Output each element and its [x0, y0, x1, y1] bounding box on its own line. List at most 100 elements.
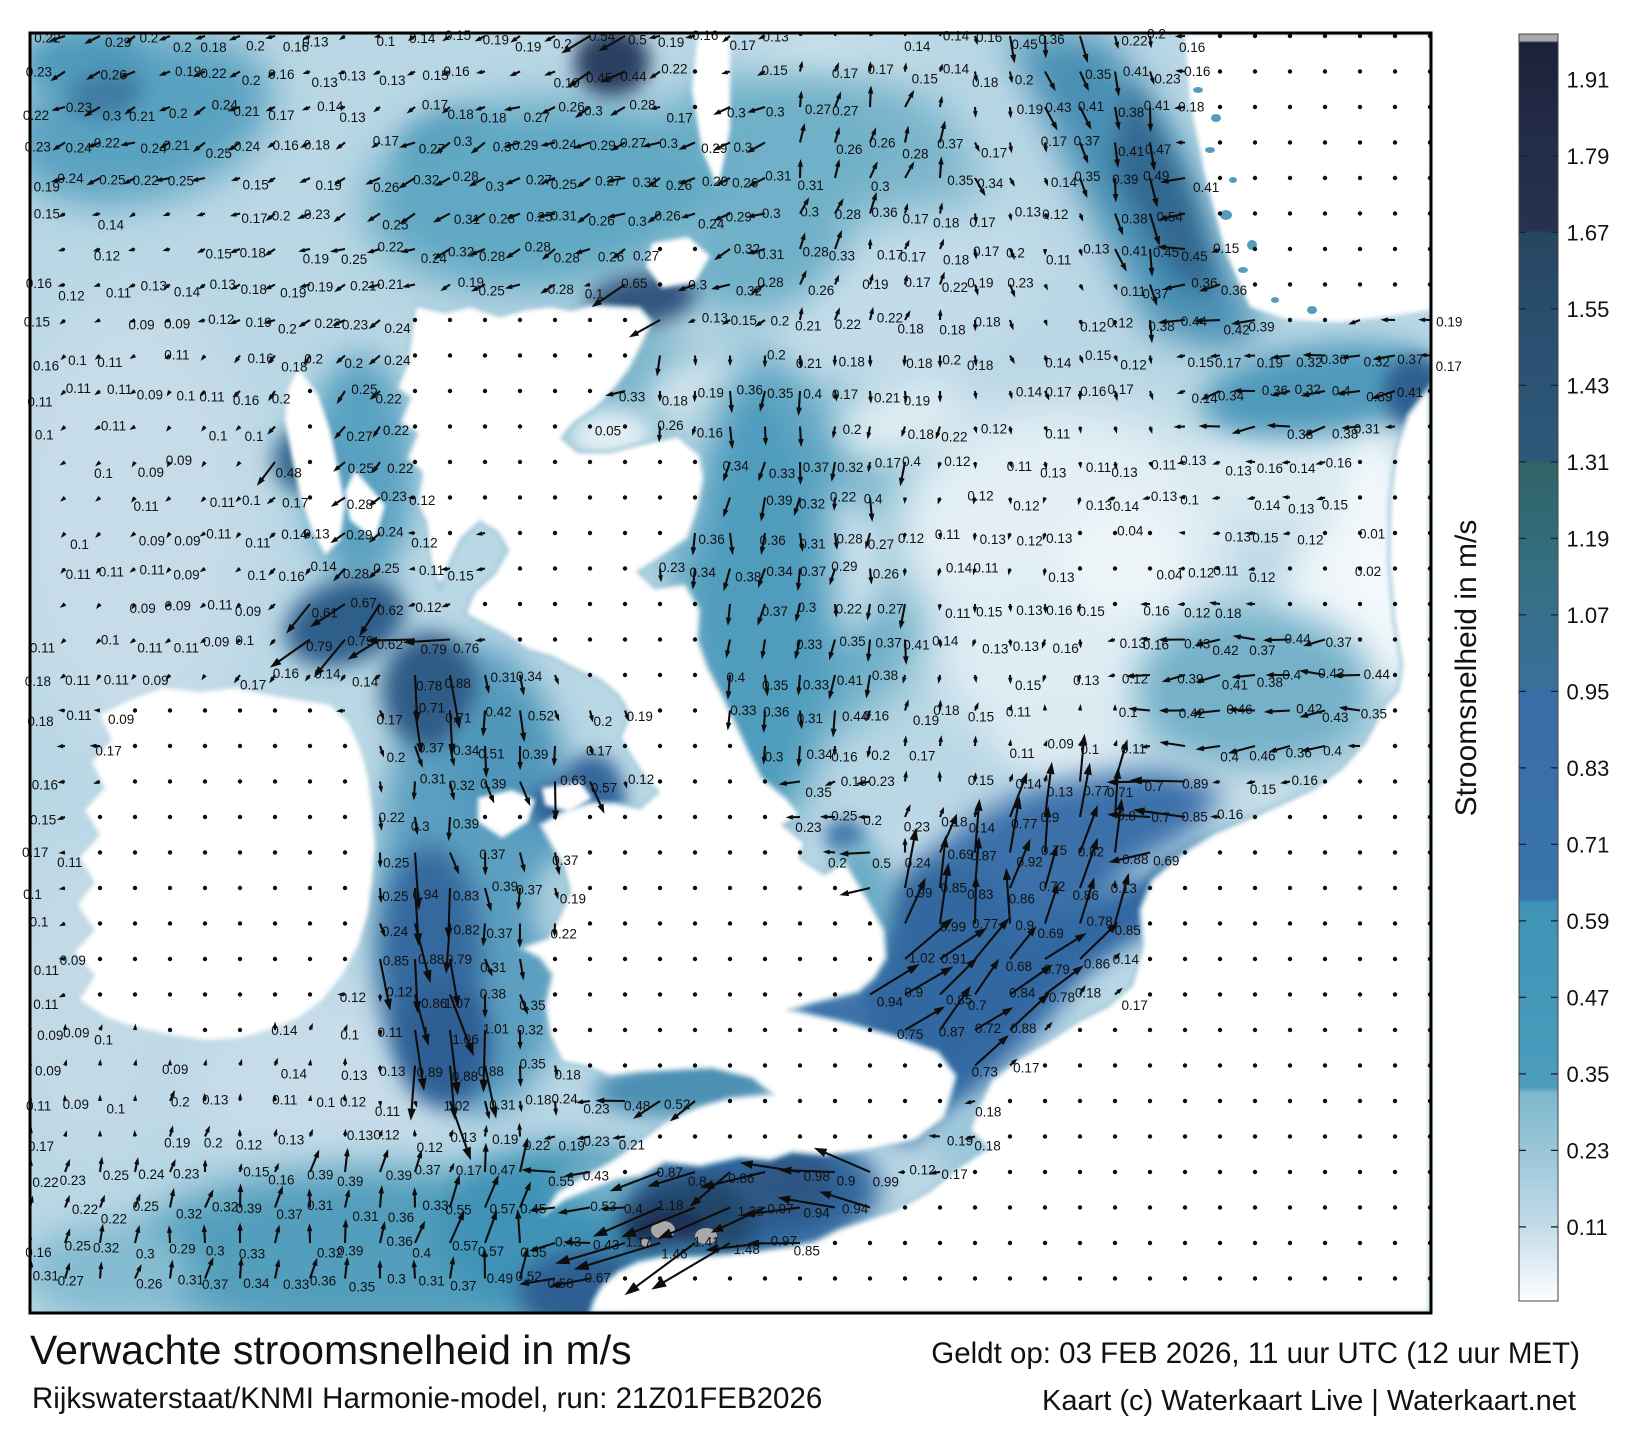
svg-text:0.09: 0.09: [173, 568, 199, 583]
svg-text:0.19: 0.19: [658, 35, 684, 50]
svg-text:0.11: 0.11: [34, 963, 59, 978]
svg-text:0.12: 0.12: [981, 422, 1007, 437]
svg-text:0.7: 0.7: [968, 998, 987, 1013]
svg-text:0.22: 0.22: [23, 108, 49, 123]
svg-text:0.42: 0.42: [485, 705, 511, 720]
svg-text:0.8: 0.8: [688, 1174, 707, 1189]
svg-text:0.26: 0.26: [732, 175, 758, 190]
svg-text:0.44: 0.44: [842, 709, 869, 724]
svg-text:0.13: 0.13: [1048, 570, 1074, 585]
svg-text:0.1: 0.1: [35, 427, 54, 442]
svg-text:0.79: 0.79: [347, 633, 373, 648]
svg-text:0.11: 0.11: [57, 855, 82, 870]
svg-text:0.4: 0.4: [1220, 750, 1239, 765]
svg-text:0.27: 0.27: [346, 429, 372, 444]
svg-text:0.25: 0.25: [133, 1199, 159, 1214]
svg-text:0.37: 0.37: [202, 1277, 228, 1292]
svg-text:0.22: 0.22: [376, 392, 402, 407]
svg-text:0.13: 0.13: [303, 526, 329, 541]
svg-text:0.12: 0.12: [967, 488, 993, 503]
svg-text:0.94: 0.94: [842, 1202, 869, 1217]
svg-text:0.41: 0.41: [1222, 677, 1248, 692]
svg-text:0.29: 0.29: [702, 174, 728, 189]
svg-text:0.55: 0.55: [520, 1245, 546, 1260]
svg-text:0.13: 0.13: [311, 75, 337, 90]
svg-text:0.1: 0.1: [176, 388, 195, 403]
svg-text:0.3: 0.3: [387, 1272, 406, 1287]
svg-text:0.28: 0.28: [452, 169, 478, 184]
svg-text:0.37: 0.37: [552, 853, 578, 868]
svg-text:0.19: 0.19: [559, 1139, 585, 1154]
svg-text:0.26: 0.26: [657, 418, 683, 433]
svg-text:0.37: 0.37: [450, 1278, 476, 1293]
svg-text:0.09: 0.09: [174, 534, 200, 549]
svg-text:0.39: 0.39: [1366, 390, 1392, 405]
svg-text:0.11: 0.11: [30, 641, 55, 656]
svg-text:0.14: 0.14: [317, 99, 344, 114]
svg-text:0.26: 0.26: [873, 566, 899, 581]
svg-text:0.17: 0.17: [832, 387, 858, 402]
svg-text:0.09: 0.09: [130, 601, 156, 616]
svg-text:0.33: 0.33: [829, 249, 855, 264]
svg-text:0.25: 0.25: [478, 283, 504, 298]
svg-text:0.15: 0.15: [1213, 241, 1239, 256]
svg-text:0.11: 0.11: [33, 997, 58, 1012]
svg-text:0.37: 0.37: [937, 136, 963, 151]
svg-text:0.3: 0.3: [797, 600, 816, 615]
svg-text:0.14: 0.14: [1051, 175, 1078, 190]
svg-text:0.12: 0.12: [1107, 316, 1133, 331]
svg-text:0.19: 0.19: [1017, 102, 1043, 117]
svg-text:0.57: 0.57: [591, 780, 617, 795]
svg-text:0.1: 0.1: [1081, 742, 1100, 757]
svg-text:0.16: 0.16: [1292, 773, 1318, 788]
svg-text:0.58: 0.58: [548, 1276, 574, 1291]
svg-text:0.1: 0.1: [247, 568, 266, 583]
svg-text:0.23: 0.23: [381, 489, 407, 504]
svg-text:0.43: 0.43: [1184, 637, 1210, 652]
svg-text:0.12: 0.12: [909, 1162, 935, 1177]
svg-text:0.18: 0.18: [1075, 986, 1101, 1001]
svg-text:0.1: 0.1: [340, 1027, 359, 1042]
svg-text:0.23: 0.23: [342, 318, 368, 333]
svg-text:0.35: 0.35: [1085, 67, 1111, 82]
svg-text:0.11: 0.11: [1010, 746, 1035, 761]
svg-text:0.18: 0.18: [200, 40, 226, 55]
svg-text:0.1: 0.1: [242, 493, 261, 508]
svg-text:0.12: 0.12: [94, 249, 120, 264]
svg-text:0.15: 0.15: [1250, 782, 1276, 797]
svg-text:0.1: 0.1: [1119, 705, 1138, 720]
svg-text:0.19: 0.19: [698, 385, 724, 400]
svg-text:0.13: 0.13: [339, 110, 365, 125]
svg-text:0.31: 0.31: [797, 711, 823, 726]
svg-text:0.09: 0.09: [108, 712, 134, 727]
svg-text:0.28: 0.28: [837, 531, 863, 546]
svg-text:0.3: 0.3: [762, 206, 781, 221]
svg-text:0.32: 0.32: [176, 1207, 202, 1222]
svg-text:0.68: 0.68: [1006, 959, 1032, 974]
svg-text:0.36: 0.36: [388, 1210, 414, 1225]
svg-text:0.11: 0.11: [245, 536, 270, 551]
svg-text:0.21: 0.21: [619, 1138, 645, 1153]
svg-text:0.37: 0.37: [800, 564, 826, 579]
svg-text:0.33: 0.33: [769, 466, 795, 481]
svg-text:0.72: 0.72: [975, 1021, 1001, 1036]
svg-text:0.19: 0.19: [307, 280, 333, 295]
svg-text:0.27: 0.27: [58, 1273, 84, 1288]
svg-text:0.22: 0.22: [551, 927, 577, 942]
svg-text:0.04: 0.04: [1156, 567, 1183, 582]
svg-text:0.22: 0.22: [133, 173, 159, 188]
svg-text:0.33: 0.33: [796, 637, 822, 652]
svg-text:0.24: 0.24: [698, 216, 725, 231]
svg-text:0.26: 0.26: [808, 283, 834, 298]
svg-text:0.17: 0.17: [28, 1139, 54, 1154]
svg-text:0.46: 0.46: [1226, 702, 1252, 717]
svg-text:0.31: 0.31: [799, 536, 825, 551]
svg-text:0.19: 0.19: [862, 277, 888, 292]
svg-text:0.11: 0.11: [99, 565, 124, 580]
svg-text:0.67: 0.67: [350, 595, 376, 610]
svg-text:0.18: 0.18: [839, 354, 865, 369]
svg-text:0.27: 0.27: [832, 104, 858, 119]
svg-text:0.09: 0.09: [139, 534, 165, 549]
svg-text:0.95: 0.95: [1567, 679, 1610, 704]
svg-text:0.13: 0.13: [1180, 453, 1206, 468]
